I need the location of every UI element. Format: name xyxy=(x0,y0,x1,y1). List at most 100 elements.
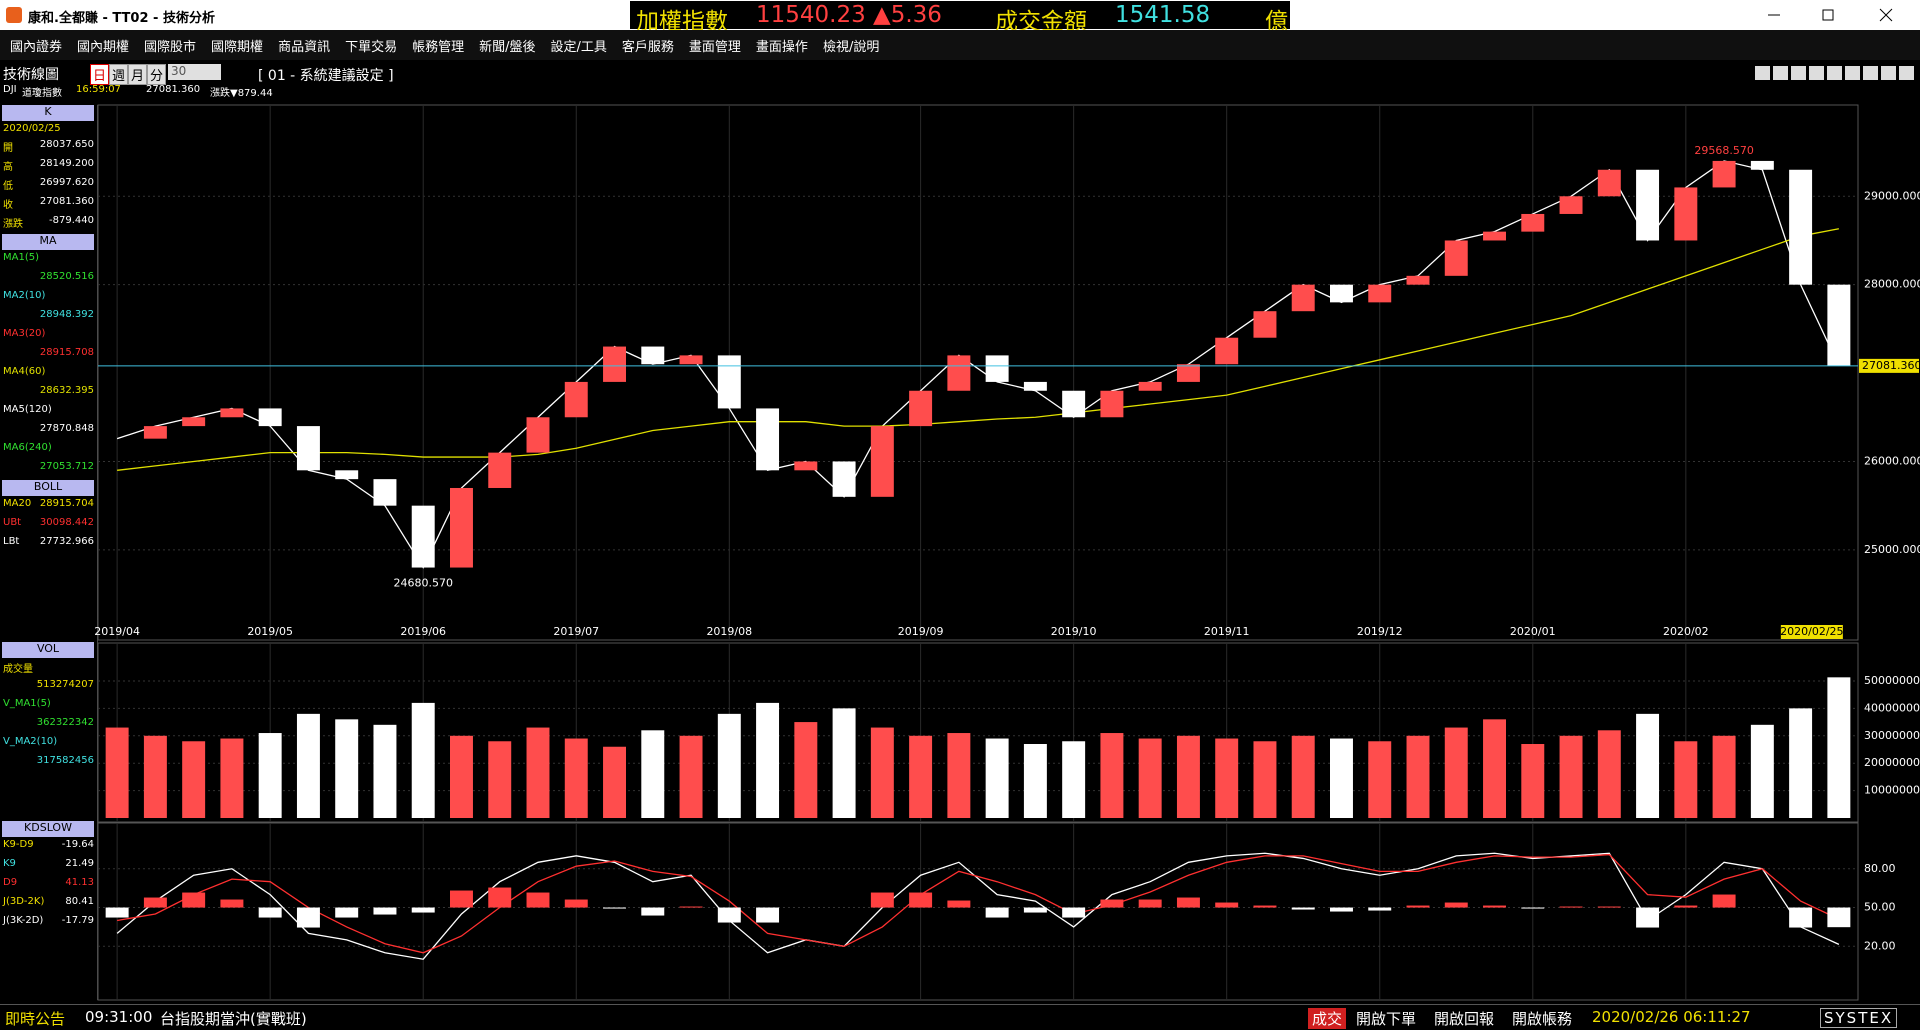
restore-button[interactable] xyxy=(1822,9,1834,21)
series-line xyxy=(117,853,1840,954)
chart-tools[interactable] xyxy=(1755,66,1915,80)
menu-item[interactable]: 新聞/盤後 xyxy=(479,39,536,55)
kd-diff-bar xyxy=(1330,907,1353,912)
kd-diff-bar xyxy=(756,907,780,923)
volume-bar xyxy=(1291,735,1315,818)
menu-item[interactable]: 客戶服務 xyxy=(621,39,674,55)
kd-diff-bar xyxy=(1597,906,1621,908)
period-button[interactable]: 週 xyxy=(109,64,129,85)
kd-diff-bar xyxy=(717,907,741,923)
volume-bar xyxy=(1100,733,1124,818)
x-tick-label: 2019/09 xyxy=(898,625,944,638)
menu-item[interactable]: 帳務管理 xyxy=(412,39,465,55)
volume-bar xyxy=(450,735,473,818)
status-report[interactable]: 開啟回報 xyxy=(1434,1010,1495,1028)
panel-frame xyxy=(97,822,1859,1001)
close-button[interactable] xyxy=(1879,8,1893,22)
menu-item[interactable]: 國內證券 xyxy=(10,39,63,55)
menu-item[interactable]: 國際股市 xyxy=(144,39,197,55)
minutes-input[interactable]: 30 xyxy=(168,64,221,80)
x-tick-label: 2019/07 xyxy=(553,625,599,638)
menu-item[interactable]: 下單交易 xyxy=(345,39,398,55)
candle-body xyxy=(1215,337,1239,365)
volume-bar xyxy=(1597,730,1621,818)
symbol: DJI xyxy=(3,84,17,95)
panel-value: 362322342 xyxy=(36,717,94,728)
candle-body xyxy=(794,461,818,471)
candle-body xyxy=(641,346,665,365)
period-button[interactable]: 分 xyxy=(147,64,167,85)
candle-body xyxy=(143,426,167,439)
status-account[interactable]: 開啟帳務 xyxy=(1512,1010,1573,1028)
window-controls xyxy=(1768,8,1893,22)
panel-label: V_MA2(10) xyxy=(3,736,58,747)
x-tick-label: 2019/06 xyxy=(400,625,446,638)
kd-diff-bar xyxy=(450,890,473,908)
panel-label: V_MA1(5) xyxy=(3,698,51,709)
y-tick-label: 26000.000 xyxy=(1864,454,1920,467)
candle-body xyxy=(258,408,282,427)
volume-bar xyxy=(794,722,818,818)
menu-item[interactable]: 商品資訊 xyxy=(278,39,331,55)
volume-bar xyxy=(870,727,894,818)
volume-bar xyxy=(756,702,780,818)
candle-body xyxy=(756,408,780,471)
kd-diff-bar xyxy=(947,900,971,908)
x-tick-label: 2019/04 xyxy=(94,625,140,638)
panel-value: 513274207 xyxy=(36,679,94,690)
menu-item[interactable]: 檢視/說明 xyxy=(822,39,880,55)
y-tick-label: 400000000 xyxy=(1864,701,1920,714)
volume-bar xyxy=(679,735,703,818)
panel-value: 27081.360 xyxy=(39,196,94,207)
status-time: 09:31:00 xyxy=(85,1008,153,1026)
candle-body xyxy=(909,390,933,427)
panel-value: 28948.392 xyxy=(39,309,94,320)
volume-bar xyxy=(143,735,167,818)
menu-item[interactable]: 畫面管理 xyxy=(688,39,741,55)
panel-label: 低 xyxy=(3,181,13,192)
period-button[interactable]: 日 xyxy=(90,64,110,85)
candle-body xyxy=(1636,169,1660,241)
kd-diff-bar xyxy=(1636,907,1660,928)
kd-diff-bar xyxy=(870,892,894,908)
panel-label: J(3D-2K) xyxy=(3,896,45,907)
kd-diff-bar xyxy=(488,887,512,908)
panel-label: MA4(60) xyxy=(3,366,46,377)
status-order[interactable]: 開啟下單 xyxy=(1356,1010,1417,1028)
menu-item[interactable]: 國內期權 xyxy=(77,39,130,55)
candle-body xyxy=(832,461,856,497)
kd-diff-bar xyxy=(143,897,167,908)
kd-diff-bar xyxy=(1176,897,1200,908)
last-price-label: 27081.360 xyxy=(1862,359,1920,372)
kd-diff-bar xyxy=(1368,907,1392,911)
status-deal[interactable]: 成交 xyxy=(1308,1008,1347,1029)
menu-item[interactable]: 設定/工具 xyxy=(550,39,607,55)
menu-item[interactable]: 國際期權 xyxy=(211,39,264,55)
panel-value: 27053.712 xyxy=(39,461,94,472)
menu-item[interactable]: 畫面操作 xyxy=(755,39,808,55)
chart-area: 25000.000 26000.000 28000.000 29000.000 2019… xyxy=(94,104,1920,1001)
period-button[interactable]: 月 xyxy=(128,64,148,85)
x-tick-label: 2019/05 xyxy=(247,625,293,638)
candle-body xyxy=(450,487,473,568)
candle-body xyxy=(1023,381,1047,391)
candle-body xyxy=(335,470,359,480)
volume-bar xyxy=(1750,724,1774,818)
volume-bar xyxy=(717,713,741,818)
chart-label: 技術線圖 xyxy=(3,67,59,83)
volume-bar xyxy=(182,741,206,818)
panel-header: BOLL xyxy=(2,480,94,496)
quote-price: 27081.360 xyxy=(146,84,201,95)
side-panel: K 2020/02/25 開 28037.650 高 28149.200 低 26997.62… xyxy=(0,105,98,1000)
volume-bar xyxy=(1215,738,1239,818)
volume-bar xyxy=(1368,741,1392,818)
volume-bar xyxy=(1023,744,1047,818)
y-tick-label: 200000000 xyxy=(1864,756,1920,769)
kd-diff-bar xyxy=(1062,907,1086,918)
volume-bar xyxy=(1712,735,1736,818)
volume-bar xyxy=(1636,713,1660,818)
kd-diff-bar xyxy=(1253,905,1277,908)
last-price-box xyxy=(1859,358,1919,373)
panel-label: MA2(10) xyxy=(3,290,46,301)
